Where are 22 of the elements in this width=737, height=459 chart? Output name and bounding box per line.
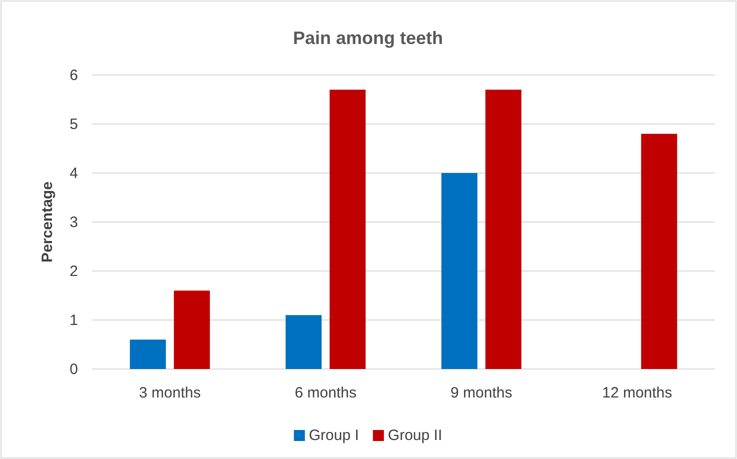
bar (174, 290, 210, 369)
bar (441, 173, 478, 369)
x-tick-label: 6 months (294, 384, 356, 402)
x-tick-label: 3 months (139, 384, 201, 402)
y-axis-title: Percentage (39, 182, 56, 262)
y-tick-label: 1 (70, 312, 78, 329)
chart-title: Pain among teeth (292, 28, 444, 48)
x-tick-label: 12 months (602, 384, 672, 402)
bar (286, 315, 322, 369)
legend-label: Group I (308, 427, 359, 444)
y-tick-label: 5 (70, 116, 78, 133)
bar (641, 134, 678, 369)
y-tick-label: 0 (70, 360, 78, 378)
x-tick-label: 9 months (450, 384, 512, 402)
bar (485, 90, 522, 369)
bar (130, 340, 166, 369)
y-tick-label: 4 (70, 164, 78, 182)
y-tick-label: 2 (70, 262, 78, 280)
bar (330, 90, 366, 369)
legend-label: Group II (388, 427, 442, 444)
y-tick-label: 6 (70, 66, 78, 84)
y-tick-label: 3 (70, 214, 78, 231)
